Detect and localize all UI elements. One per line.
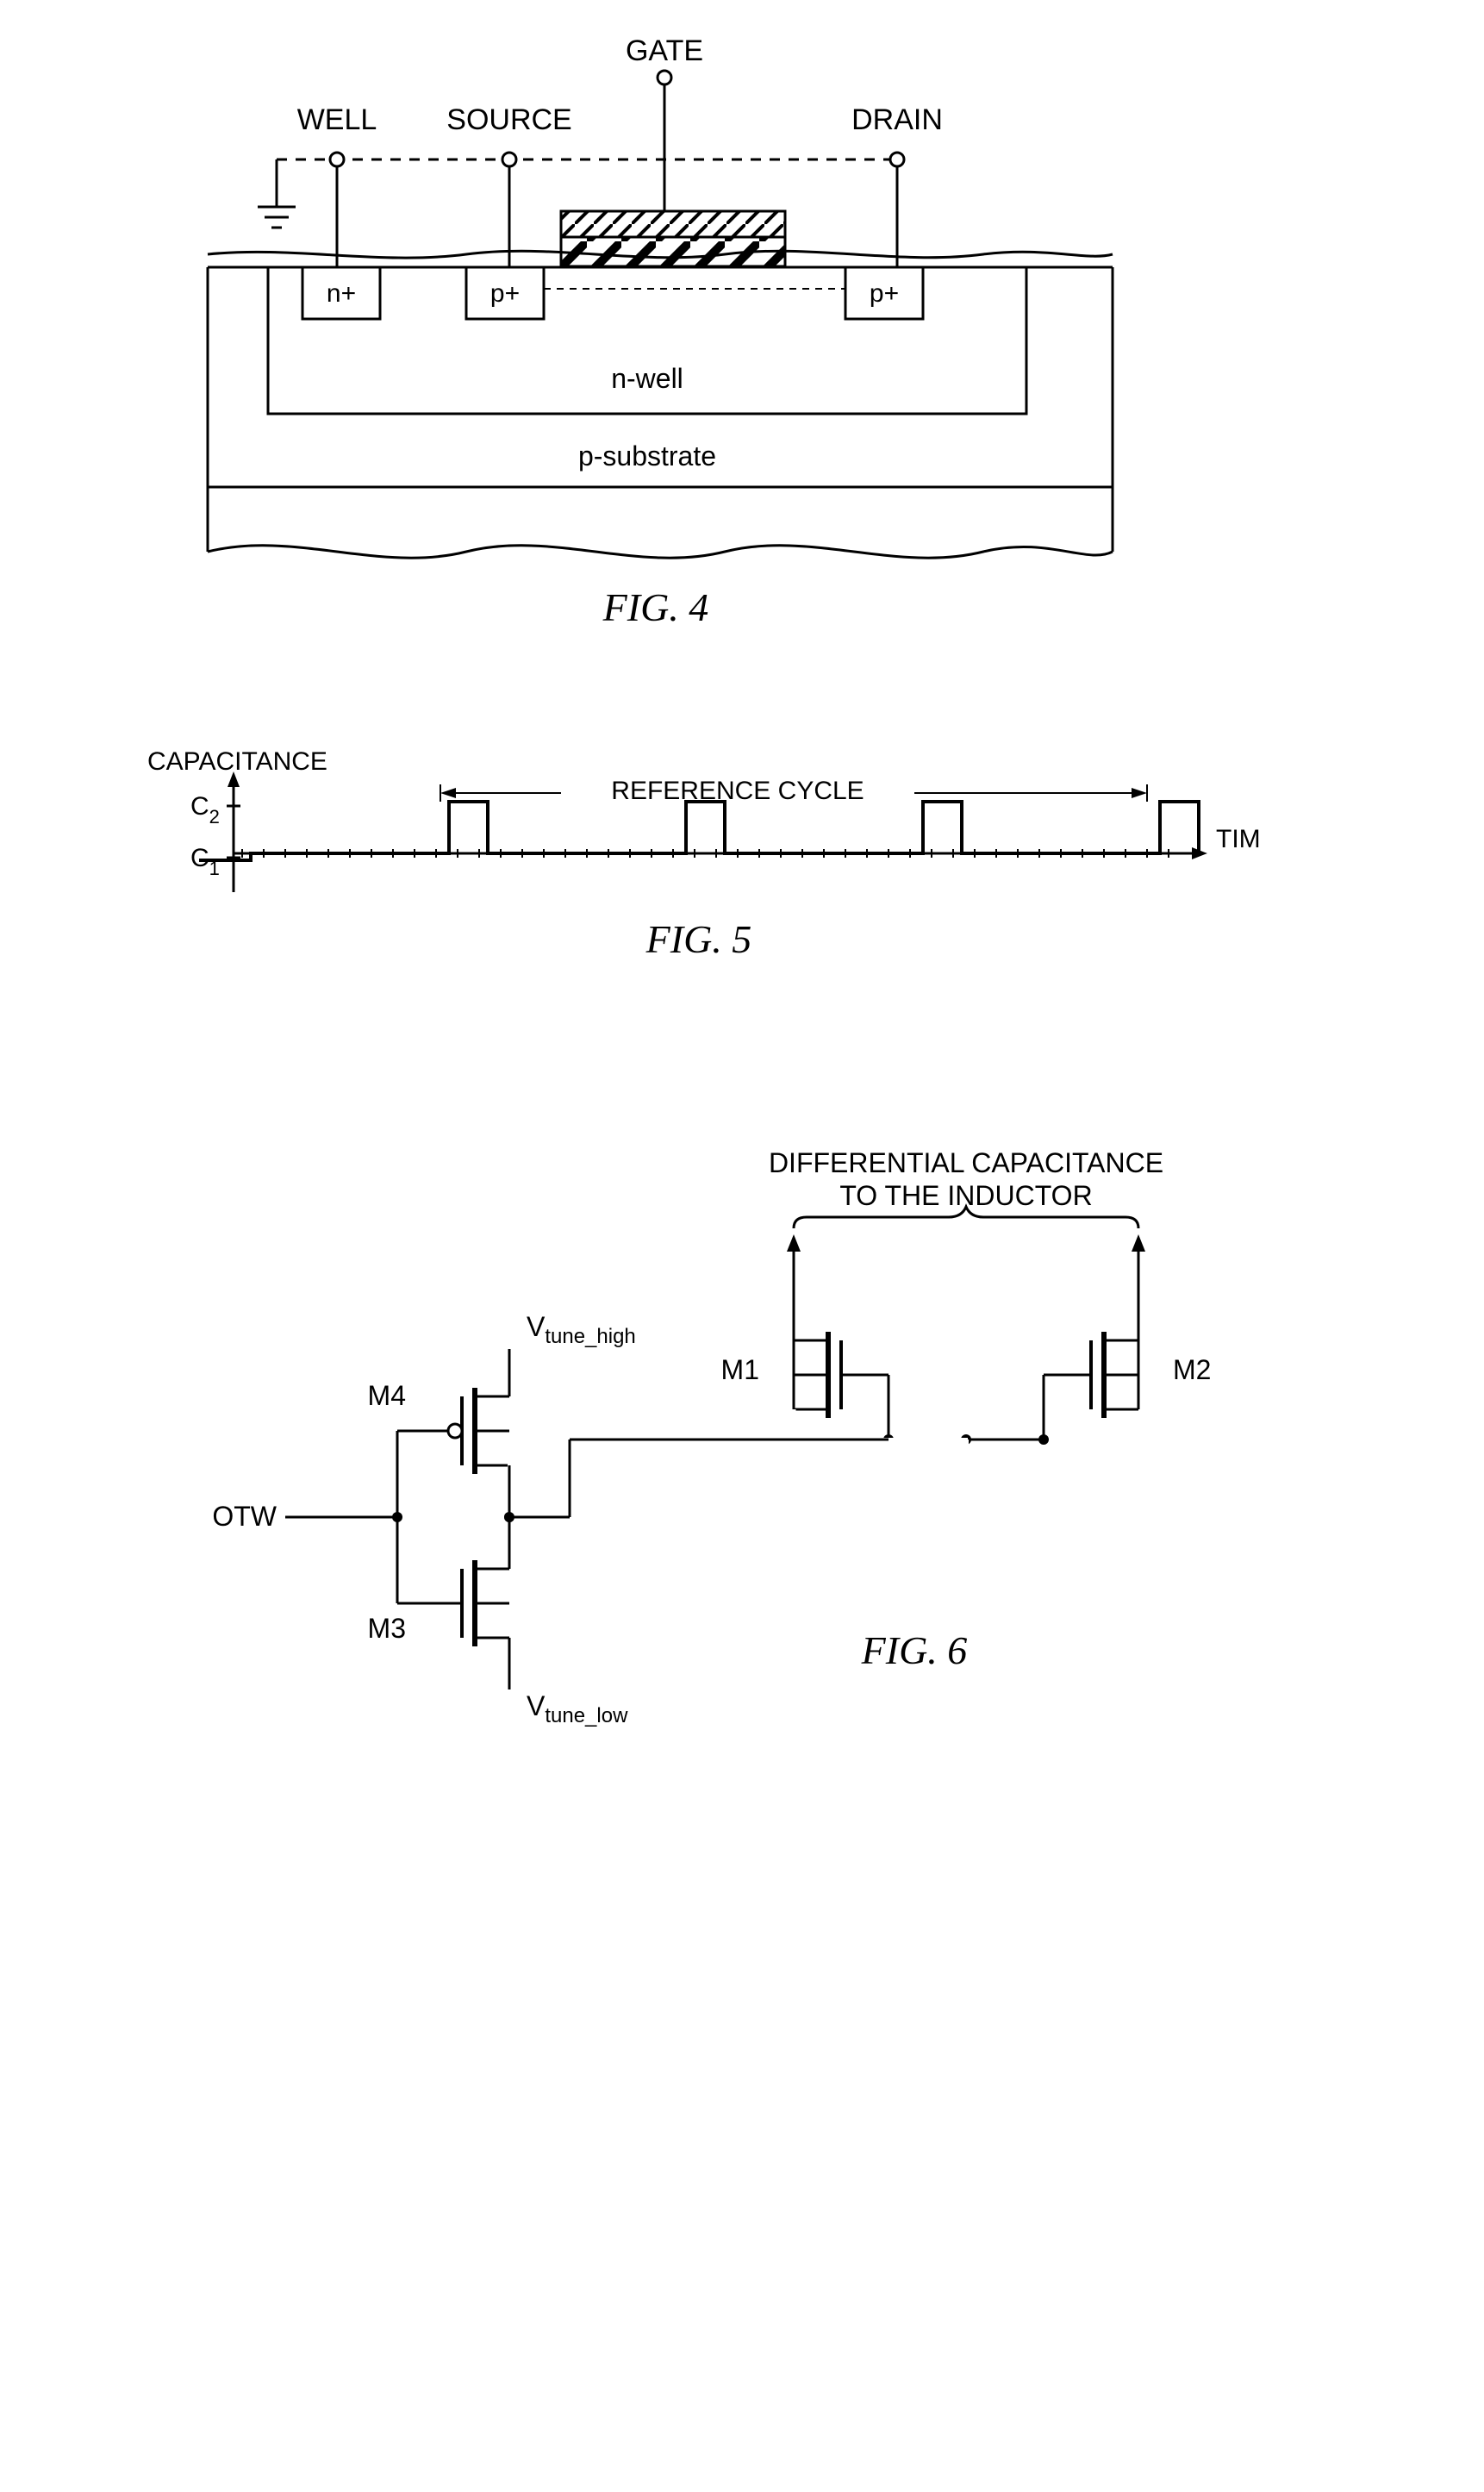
ref-cycle-label: REFERENCE CYCLE: [611, 777, 864, 805]
psub-text: p-substrate: [578, 440, 716, 472]
m4-label: M4: [368, 1380, 406, 1411]
well-terminal-icon: [330, 153, 344, 166]
gate-label: GATE: [626, 34, 703, 67]
source-label: SOURCE: [446, 103, 571, 136]
transistor-m4: [397, 1388, 509, 1474]
c2-label: C2: [190, 792, 220, 828]
vtune-high-label: Vtune_high: [527, 1311, 636, 1348]
m2-label: M2: [1173, 1354, 1211, 1385]
drain-label: DRAIN: [851, 103, 943, 136]
figure-4: GATE WELL SOURCE DRAIN n+ p+ p+ n-well: [139, 34, 1345, 642]
m3-label: M3: [368, 1613, 406, 1644]
fig5-svg: CAPACITANCE C2 C1 TIME REFERENCE CYCLE F…: [139, 746, 1259, 1030]
source-terminal-icon: [502, 153, 516, 166]
m1-label: M1: [721, 1354, 759, 1385]
fig5-caption: FIG. 5: [645, 917, 752, 961]
gate-poly: [561, 211, 785, 237]
fig4-caption: FIG. 4: [602, 585, 709, 629]
transistor-m3: [397, 1560, 509, 1646]
figure-5: CAPACITANCE C2 C1 TIME REFERENCE CYCLE F…: [139, 746, 1345, 1034]
fig4-svg: GATE WELL SOURCE DRAIN n+ p+ p+ n-well: [139, 34, 1173, 638]
well-label: WELL: [297, 103, 377, 136]
wavy-bottom: [208, 546, 1113, 558]
drain-terminal-icon: [890, 153, 904, 166]
transistor-m2: [1044, 1310, 1138, 1440]
fig6-svg: DIFFERENTIAL CAPACITANCE TO THE INDUCTOR…: [139, 1138, 1259, 1784]
otw-label: OTW: [212, 1501, 277, 1532]
fig6-caption: FIG. 6: [861, 1628, 968, 1672]
pplus-drain-text: p+: [870, 279, 899, 308]
nplus-text: n+: [327, 279, 356, 308]
pplus-source-text: p+: [490, 279, 520, 308]
gate-terminal-icon: [658, 71, 671, 84]
ylabel: CAPACITANCE: [147, 747, 327, 776]
pmos-bubble-icon: [448, 1424, 462, 1438]
figure-6: DIFFERENTIAL CAPACITANCE TO THE INDUCTOR…: [139, 1138, 1345, 1789]
nwell-text: n-well: [611, 363, 683, 394]
transistor-m1: [794, 1310, 889, 1440]
diffcap-label: DIFFERENTIAL CAPACITANCE: [769, 1147, 1163, 1178]
vtune-low-label: Vtune_low: [527, 1690, 628, 1727]
xlabel: TIME: [1216, 825, 1259, 853]
